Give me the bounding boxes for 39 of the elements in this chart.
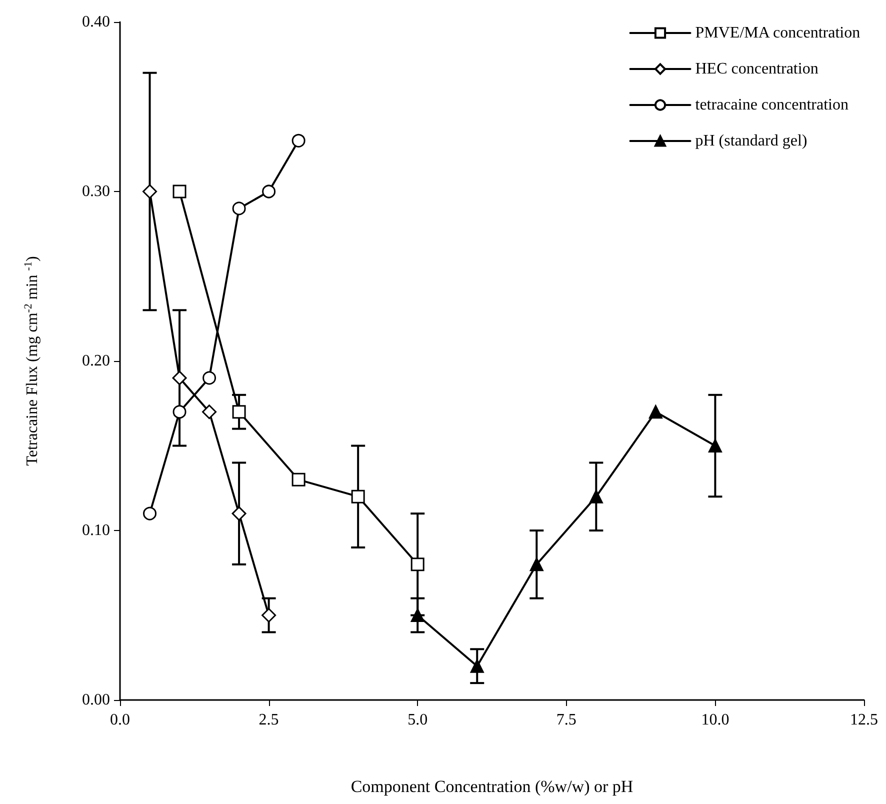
legend-label: tetracaine concentration <box>695 96 848 114</box>
x-tick-label: 2.5 <box>258 712 279 728</box>
x-tick-label: 0.0 <box>110 712 130 728</box>
point <box>202 404 217 420</box>
point <box>589 490 603 504</box>
point <box>142 184 158 199</box>
y-tick-label: 0.30 <box>82 183 110 200</box>
point <box>470 659 484 673</box>
point <box>530 558 544 572</box>
x-tick-label: 5.0 <box>408 712 428 728</box>
point <box>172 184 186 198</box>
y-tick-label: 0.20 <box>82 352 110 370</box>
legend-label: pH (standard gel) <box>695 132 808 150</box>
point <box>351 490 365 504</box>
x-tick-label: 12.5 <box>850 712 878 728</box>
point <box>143 506 157 520</box>
legend-label: HEC concentration <box>695 60 818 78</box>
y-tick-label: 0.10 <box>82 522 110 539</box>
x-tick-label: 10.0 <box>701 712 730 728</box>
point <box>262 608 276 622</box>
point <box>410 608 424 622</box>
point <box>708 439 722 452</box>
point <box>232 202 246 216</box>
y-axis-title: Tetracaine Flux (mg cm-2 min -1) <box>22 256 41 466</box>
point <box>292 134 306 148</box>
y-tick-label: 0.00 <box>82 692 110 708</box>
point <box>172 370 187 386</box>
point <box>292 472 306 486</box>
x-tick-label: 7.5 <box>556 712 576 728</box>
legend-label: PMVE/MA concentration <box>695 24 860 42</box>
point <box>648 405 662 419</box>
x-axis-title: Component Concentration (%w/w) or pH <box>350 777 634 796</box>
point <box>262 184 276 198</box>
y-tick-label: 0.40 <box>82 14 110 30</box>
point <box>232 405 246 419</box>
point <box>172 405 186 419</box>
point <box>202 371 216 385</box>
point <box>232 506 246 521</box>
point <box>410 558 424 572</box>
